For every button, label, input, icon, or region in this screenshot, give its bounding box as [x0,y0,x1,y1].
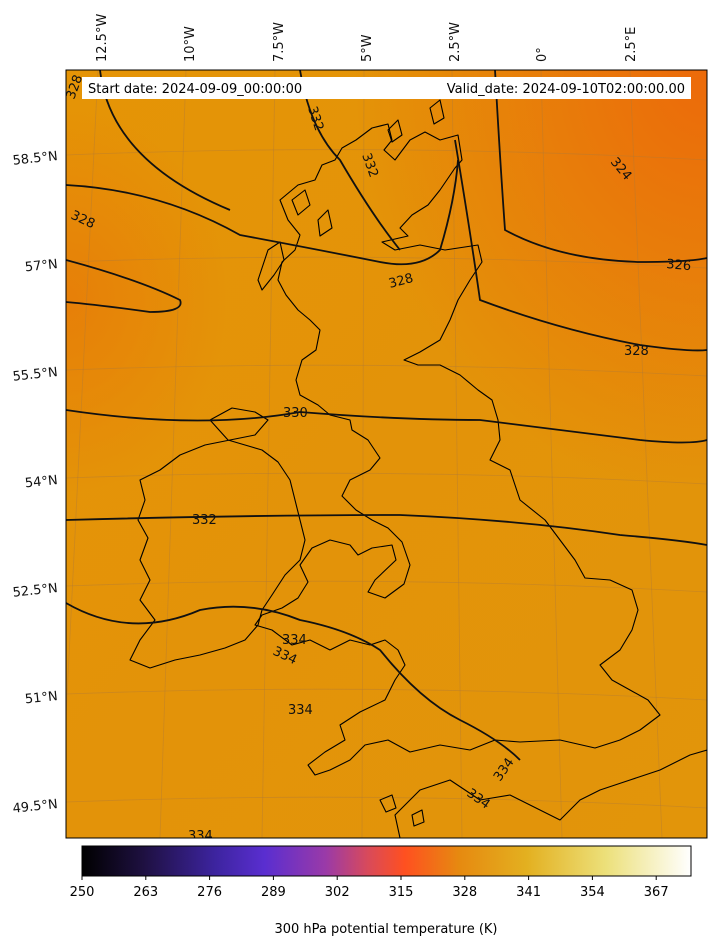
lat-label-57n: 57°N [24,257,58,275]
coast-france [394,749,707,838]
clabel-328-c: 328 [387,271,415,292]
colorbar-gradient [81,845,692,877]
coast-great-britain [254,123,661,776]
clabel-328-d: 328 [624,344,649,359]
clabel-332-a: 332 [304,105,326,133]
lon-label-2-5w: 2.5°W [448,22,463,62]
coast-orkney [387,99,445,143]
coast-channel-isles [379,794,425,827]
colorbar-ticks: 250 263 276 289 302 315 328 341 354 367 [70,876,669,900]
lat-label-58-5n: 58.5°N [12,149,58,169]
clabel-334-f: 334 [188,829,213,844]
lon-label-12-5w: 12.5°W [95,14,110,62]
lat-label-52-5n: 52.5°N [12,581,58,601]
contour-332-north [299,70,401,251]
colorbar-tick-label: 276 [197,885,222,900]
contour-330 [66,409,707,444]
colorbar-tick-label: 367 [644,885,669,900]
lat-label-51n: 51°N [24,689,58,707]
lon-label-7-5w: 7.5°W [272,22,287,62]
lat-label-54n: 54°N [24,473,58,491]
map-frame [65,69,708,839]
lat-label-55-5n: 55.5°N [12,365,58,385]
colorbar-tick-label: 315 [389,885,414,900]
contour-328-north [66,159,459,266]
colorbar-label: 300 hPa potential temperature (K) [274,922,497,937]
lon-label-5w: 5°W [360,34,375,62]
lon-labels: 12.5°W 10°W 7.5°W 5°W 2.5°W 0° 2.5°E [95,14,639,62]
contour-328-loop [66,259,182,313]
clabel-334-a: 334 [282,633,307,648]
date-banner [82,77,691,99]
start-date-label: Start date: 2024-09-09_00:00:00 [88,82,302,97]
colorbar: 250 263 276 289 302 315 328 341 354 367 300 hPa p… [70,845,692,937]
coast-ireland [129,407,306,669]
clabel-334-c: 334 [288,703,313,718]
clabel-326: 326 [666,257,692,274]
contours [66,70,707,761]
contour-334 [66,602,521,761]
contour-332 [66,514,707,546]
clabel-332-c: 332 [192,513,217,528]
clabel-330: 330 [283,406,308,421]
colorbar-tick-label: 302 [325,885,350,900]
map-panel: 328 328 332 332 324 326 328 328 330 332 … [66,70,707,844]
contour-324 [494,70,707,263]
lon-label-2-5e: 2.5°E [624,27,639,62]
coastlines [129,99,707,838]
lon-label-0: 0° [535,47,550,62]
lat-labels: 58.5°N 57°N 55.5°N 54°N 52.5°N 51°N 49.5… [12,149,58,817]
valid-date-label: Valid_date: 2024-09-10T02:00:00.00 [447,82,685,97]
colorbar-tick-label: 328 [452,885,477,900]
colorbar-tick-label: 341 [516,885,541,900]
warm-region-w [66,70,707,838]
colorbar-tick-label: 250 [70,885,95,900]
lon-label-10w: 10°W [183,26,198,62]
lat-label-49-5n: 49.5°N [12,797,58,817]
colorbar-tick-label: 289 [261,885,286,900]
contour-326 [454,139,707,352]
colorbar-tick-label: 354 [580,885,605,900]
colorbar-tick-label: 263 [133,885,158,900]
